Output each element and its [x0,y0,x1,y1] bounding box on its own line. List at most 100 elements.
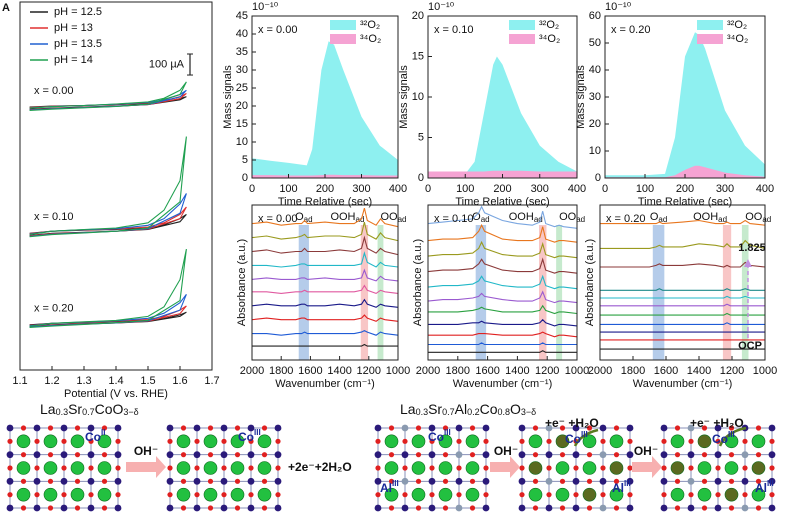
oxygen [674,478,681,484]
a-site [751,434,766,449]
oxygen [469,478,476,484]
a-site [670,487,685,502]
product: +e⁻ +H₂O [690,416,744,430]
data-line [29,81,187,112]
band-label-base: O [472,211,481,223]
oxygen [20,505,27,511]
ion: Co [238,430,254,444]
oxygen [88,492,94,498]
oxygen [115,438,121,444]
reaction-arrow [126,456,166,478]
data-line [600,288,765,291]
oxygen [101,478,108,484]
b-site [714,477,722,485]
a-site [465,487,480,502]
oxygen [61,465,67,471]
formula-part: Al [455,401,467,417]
b-site [482,504,490,512]
oxygen [532,505,539,511]
x-tick-label: 300 [531,183,549,195]
x-tick-label: 1000 [386,365,410,377]
band-label-sub: ad [762,215,771,224]
band [722,225,732,360]
b-site [274,477,282,485]
formula-part: Sr [68,401,82,417]
data-line [600,312,765,316]
ion-charge: III [728,430,735,439]
x-tick-label: 400 [389,183,407,195]
oxygen [519,492,525,498]
x-tick-label: 100 [279,183,297,195]
b-site [87,504,95,512]
oxygen [456,492,462,498]
data-line [600,303,765,307]
y-tick-label: 0 [595,172,601,184]
annotation: x = 0.20 [34,303,73,315]
annotation: x = 0.10 [34,211,73,223]
x-tick-label: 1600 [475,365,499,377]
band-label-base: OO [559,211,577,223]
b-site [220,477,228,485]
ion: Al [755,481,767,495]
a-site [384,487,399,502]
oxygen [180,425,187,431]
a-site [555,434,570,449]
a-site [203,487,218,502]
ion: Co [85,430,101,444]
reagent: OH⁻ [134,444,158,458]
ion: Co [428,430,444,444]
oxygen [115,465,121,471]
a-site [528,434,543,449]
oxygen [261,452,268,458]
y-tick-label: 10 [412,91,424,103]
a-site [465,461,480,475]
ion-label: CoIII [238,428,261,444]
b-site [166,451,174,459]
x-tick-label: 1600 [298,365,322,377]
b-site [428,504,436,512]
b-site [401,477,409,485]
b-site [247,477,255,485]
x-tick-label: 100 [636,183,654,195]
oxygen [661,438,667,444]
a-site [43,434,58,449]
legend-label: pH = 12.5 [54,6,102,18]
a-site [97,461,112,475]
band-label-sub: ad [304,215,313,224]
b-site [455,424,463,432]
band [360,225,369,360]
y-tick-label: 20 [236,100,248,112]
x-axis-label: Potential (V vs. RHE) [64,388,168,400]
b-site [518,504,526,512]
ion-charge: III [392,479,399,488]
oxygen [546,438,552,444]
formula-sub: 0.3 [56,407,69,417]
oxygen [261,425,268,431]
a-site [257,487,272,502]
oxygen [483,438,489,444]
b-site [518,451,526,459]
band-label-sub: ad [481,215,490,224]
oxygen [613,505,620,511]
oxygen [34,438,40,444]
b-site [626,477,634,485]
a-site [438,487,453,502]
b-site [166,504,174,512]
legend-label: pH = 14 [54,54,93,66]
oxygen [532,425,539,431]
formula-part: Sr [428,401,442,417]
oxygen [769,465,775,471]
b-site [114,477,122,485]
a-site [411,461,426,475]
oxygen [375,438,381,444]
b-site [6,504,14,512]
b-site [33,477,41,485]
a-site [230,434,245,449]
x-axis-label: Time Relative (sec) [638,196,732,208]
b-site [6,451,14,459]
oxygen [469,425,476,431]
b-site [768,424,776,432]
x-axis-label: Wavenumber (cm⁻¹) [633,378,733,390]
ion: Co [712,432,728,446]
